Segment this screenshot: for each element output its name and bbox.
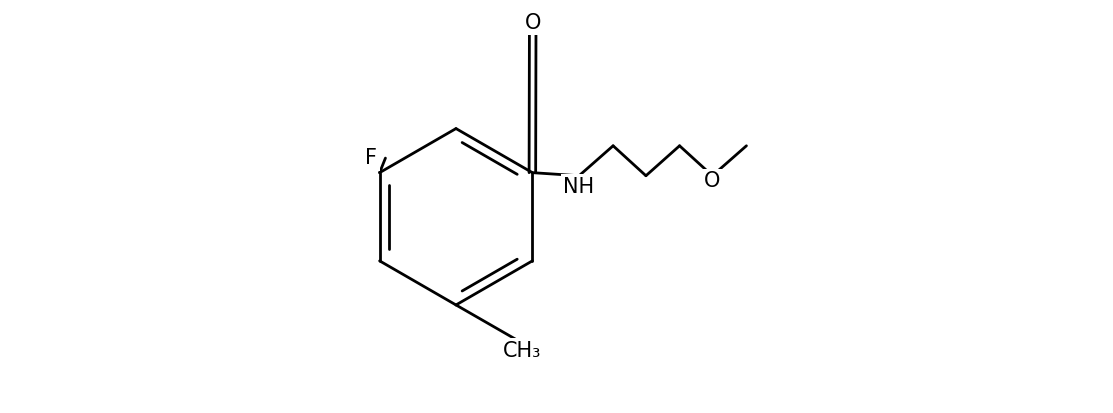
Text: O: O (524, 13, 541, 33)
Text: CH₃: CH₃ (502, 341, 541, 361)
Text: F: F (365, 148, 377, 168)
Text: O: O (705, 171, 720, 191)
Text: NH: NH (563, 177, 594, 197)
